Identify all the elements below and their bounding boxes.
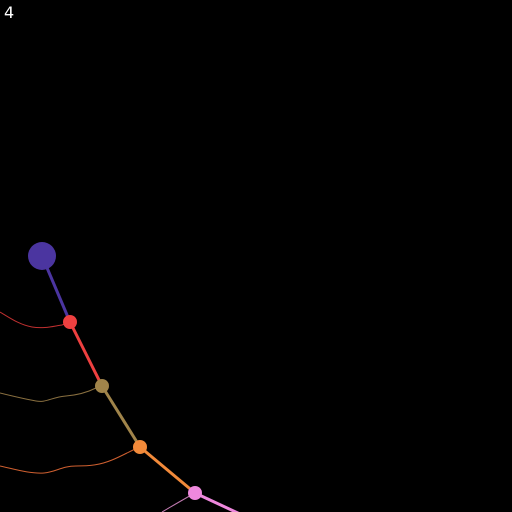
trail-node-2	[0, 385, 103, 402]
node-4	[188, 486, 202, 500]
node-2	[95, 379, 109, 393]
rod-2	[68, 321, 104, 387]
anchor-node	[28, 242, 56, 270]
trail-node-1	[0, 311, 71, 329]
trail-node-3	[0, 446, 141, 474]
rod-3	[100, 385, 142, 448]
node-1	[63, 315, 77, 329]
rod-5	[194, 491, 240, 512]
node-3	[133, 440, 147, 454]
step-counter: 4	[4, 3, 15, 22]
rod-4	[139, 445, 196, 495]
